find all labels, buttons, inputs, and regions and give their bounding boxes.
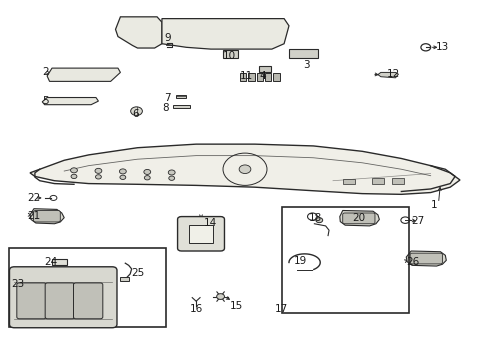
Text: 26: 26 bbox=[406, 257, 419, 267]
Text: 19: 19 bbox=[294, 256, 307, 266]
Text: 27: 27 bbox=[411, 216, 424, 226]
Bar bbox=[223, 50, 238, 58]
Bar bbox=[265, 73, 271, 81]
Text: 13: 13 bbox=[436, 42, 449, 52]
Bar bbox=[52, 259, 67, 265]
Bar bbox=[120, 277, 129, 281]
Circle shape bbox=[96, 175, 101, 179]
FancyBboxPatch shape bbox=[17, 283, 46, 319]
Bar bbox=[189, 225, 213, 243]
Bar bbox=[240, 73, 246, 81]
Bar bbox=[248, 73, 255, 81]
FancyBboxPatch shape bbox=[45, 283, 74, 319]
Text: 7: 7 bbox=[164, 93, 171, 103]
Text: 11: 11 bbox=[240, 71, 253, 81]
Circle shape bbox=[168, 170, 175, 175]
Bar bbox=[259, 66, 271, 72]
Text: 20: 20 bbox=[352, 213, 366, 222]
Circle shape bbox=[71, 168, 77, 173]
Circle shape bbox=[316, 218, 323, 223]
Bar bbox=[343, 179, 355, 184]
Bar bbox=[392, 178, 404, 184]
Polygon shape bbox=[30, 144, 460, 194]
Bar bbox=[289, 49, 318, 58]
Bar bbox=[172, 105, 190, 108]
Circle shape bbox=[239, 165, 251, 174]
FancyBboxPatch shape bbox=[343, 213, 375, 224]
Polygon shape bbox=[42, 98, 98, 105]
Text: 1: 1 bbox=[431, 200, 437, 210]
Text: 16: 16 bbox=[190, 304, 203, 314]
Text: 21: 21 bbox=[27, 211, 41, 221]
FancyBboxPatch shape bbox=[410, 253, 442, 264]
Polygon shape bbox=[47, 68, 121, 81]
Circle shape bbox=[145, 176, 150, 180]
Circle shape bbox=[120, 175, 126, 180]
Circle shape bbox=[131, 107, 143, 116]
Circle shape bbox=[169, 176, 174, 180]
Polygon shape bbox=[30, 209, 64, 224]
Text: 14: 14 bbox=[203, 218, 217, 228]
Circle shape bbox=[217, 294, 224, 300]
Bar bbox=[175, 95, 186, 98]
Text: 23: 23 bbox=[11, 279, 24, 289]
FancyBboxPatch shape bbox=[9, 267, 117, 328]
Text: 25: 25 bbox=[132, 268, 145, 278]
Circle shape bbox=[95, 168, 102, 174]
Bar bbox=[372, 179, 384, 184]
Text: 17: 17 bbox=[274, 304, 288, 314]
Text: 9: 9 bbox=[164, 33, 171, 43]
Text: 24: 24 bbox=[45, 257, 58, 267]
Polygon shape bbox=[162, 19, 289, 49]
Bar bbox=[282, 207, 409, 313]
Polygon shape bbox=[406, 251, 446, 266]
Polygon shape bbox=[378, 72, 398, 78]
Text: 5: 5 bbox=[42, 96, 49, 106]
Polygon shape bbox=[340, 211, 379, 226]
Text: 15: 15 bbox=[229, 301, 243, 311]
Bar bbox=[9, 248, 166, 327]
Text: 22: 22 bbox=[27, 193, 41, 203]
Text: 8: 8 bbox=[162, 103, 169, 113]
FancyBboxPatch shape bbox=[33, 211, 60, 222]
Circle shape bbox=[120, 169, 126, 174]
Text: 18: 18 bbox=[309, 213, 322, 222]
Text: 10: 10 bbox=[223, 51, 236, 61]
Text: 2: 2 bbox=[42, 67, 49, 77]
Bar bbox=[273, 73, 280, 81]
Text: 12: 12 bbox=[387, 69, 400, 79]
Text: 6: 6 bbox=[133, 109, 139, 119]
FancyBboxPatch shape bbox=[74, 283, 103, 319]
Text: 3: 3 bbox=[304, 60, 310, 70]
Text: 4: 4 bbox=[260, 71, 266, 81]
Circle shape bbox=[71, 174, 77, 179]
Circle shape bbox=[144, 170, 151, 175]
Polygon shape bbox=[116, 17, 162, 48]
Bar bbox=[257, 73, 263, 81]
FancyBboxPatch shape bbox=[177, 217, 224, 251]
